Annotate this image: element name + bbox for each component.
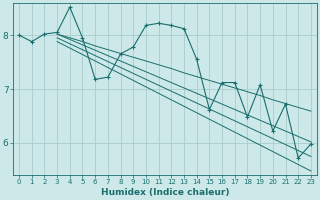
X-axis label: Humidex (Indice chaleur): Humidex (Indice chaleur) bbox=[101, 188, 229, 197]
